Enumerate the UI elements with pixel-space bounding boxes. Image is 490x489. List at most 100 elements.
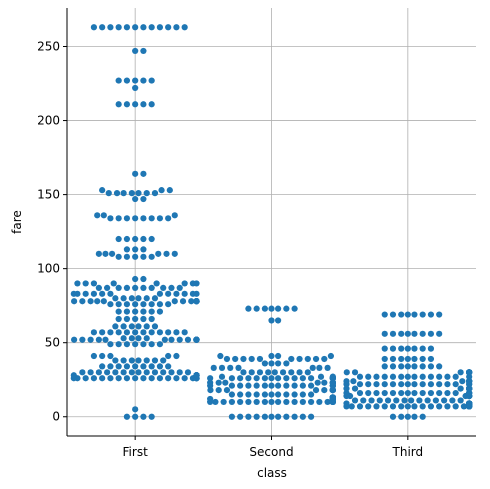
swarm-point: [466, 373, 473, 380]
swarm-point: [135, 369, 142, 376]
swarm-point: [82, 290, 89, 297]
swarm-point: [444, 381, 451, 388]
swarm-point: [165, 301, 172, 308]
swarm-point: [171, 298, 178, 305]
swarm-point: [100, 212, 107, 219]
swarm-point: [304, 369, 311, 376]
swarm-point: [123, 308, 131, 315]
swarm-point: [151, 295, 159, 302]
swarm-point: [404, 381, 411, 388]
swarm-point: [411, 389, 418, 397]
x-axis-label: class: [257, 466, 287, 480]
swarm-point: [452, 389, 459, 397]
swarm-point: [308, 382, 315, 389]
swarm-point: [99, 363, 106, 370]
swarm-point: [256, 355, 264, 363]
swarm-point: [120, 295, 127, 302]
swarm-point: [365, 373, 372, 380]
swarm-point: [71, 298, 78, 305]
swarm-point: [261, 360, 268, 367]
swarm-point: [156, 329, 164, 336]
swarm-point: [120, 357, 127, 364]
swarm-point: [207, 379, 214, 386]
swarm-point: [132, 101, 139, 108]
swarm-point: [123, 101, 131, 108]
swarm-point: [148, 301, 155, 308]
swarm-point: [87, 369, 94, 376]
swarm-point: [140, 47, 147, 55]
swarm-point: [115, 284, 122, 292]
swarm-point: [381, 355, 388, 363]
swarm-point: [140, 215, 147, 222]
swarm-point: [100, 298, 107, 305]
swarm-point: [95, 250, 102, 257]
swarm-point: [151, 369, 159, 376]
swarm-point: [283, 413, 290, 420]
swarm-point: [160, 369, 167, 376]
swarm-point: [268, 413, 275, 420]
swarm-point: [368, 397, 375, 404]
swarm-point: [381, 389, 388, 397]
swarm-point: [308, 391, 315, 398]
swarm-point: [398, 403, 405, 410]
swarm-point: [104, 369, 111, 376]
swarm-point: [449, 397, 456, 404]
swarm-point: [102, 250, 109, 257]
swarm-point: [343, 385, 350, 392]
swarm-point: [160, 357, 167, 364]
swarm-point: [123, 77, 131, 84]
swarm-point: [381, 311, 388, 318]
swarm-point: [140, 413, 147, 420]
swarm-point: [268, 317, 275, 324]
swarm-point: [135, 323, 142, 330]
swarm-point: [105, 190, 112, 197]
swarm-point: [351, 385, 359, 392]
swarm-point: [237, 382, 244, 389]
swarm-point: [419, 381, 426, 388]
swarm-point: [215, 379, 222, 386]
swarm-point: [173, 352, 180, 360]
swarm-point: [165, 215, 172, 222]
swarm-point: [156, 215, 164, 222]
swarm-point: [444, 389, 451, 397]
swarm-point: [411, 311, 418, 318]
swarm-point: [115, 315, 122, 323]
data-points: [70, 24, 473, 420]
swarm-point: [99, 24, 106, 31]
swarm-point: [99, 187, 106, 194]
x-axis: First Second Third: [123, 436, 423, 459]
swarm-point: [283, 391, 290, 398]
swarm-point: [299, 375, 306, 382]
swarm-point: [268, 375, 275, 382]
swarm-point: [173, 24, 180, 31]
swarm-point: [343, 400, 350, 407]
swarm-point: [123, 341, 131, 348]
swarm-point: [404, 330, 411, 337]
swarm-point: [90, 352, 98, 360]
swarm-point: [82, 375, 89, 382]
swarm-point: [299, 382, 306, 389]
swarm-point: [95, 336, 102, 343]
swarm-point: [207, 395, 214, 403]
swarm-point: [296, 369, 303, 376]
swarm-point: [102, 336, 109, 343]
x-tick-label: First: [123, 445, 149, 459]
swarm-point: [94, 212, 101, 219]
swarm-point: [373, 373, 380, 380]
swarm-point: [132, 284, 139, 292]
swarm-point: [245, 413, 252, 420]
swarm-point: [389, 311, 397, 318]
swarm-point: [351, 369, 359, 376]
swarm-point: [112, 323, 119, 330]
swarm-point: [329, 394, 336, 401]
swarm-point: [148, 235, 155, 243]
swarm-point: [140, 235, 147, 243]
swarm-point: [312, 355, 320, 363]
swarm-point: [228, 398, 235, 406]
swarm-point: [268, 305, 275, 312]
swarm-point: [427, 355, 435, 363]
swarm-point: [389, 355, 397, 363]
swarm-point: [404, 363, 411, 370]
swarm-point: [115, 215, 122, 222]
y-tick-label: 100: [37, 262, 60, 276]
